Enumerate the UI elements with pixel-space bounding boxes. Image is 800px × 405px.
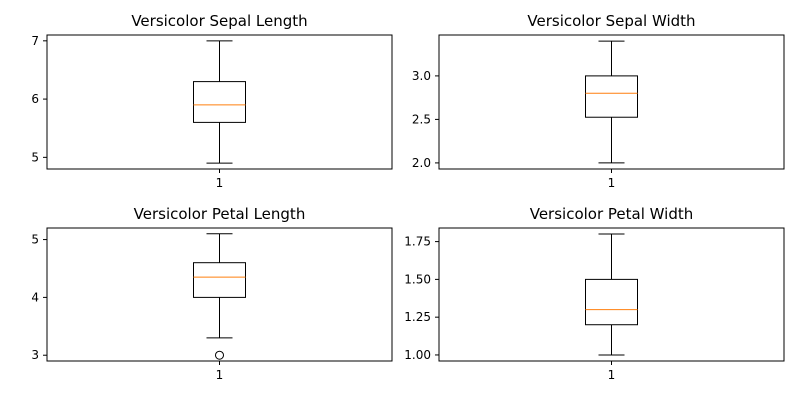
iqr-box (585, 278, 638, 326)
y-tick-label: 1.00 (404, 348, 431, 362)
chart-title: Versicolor Sepal Width (527, 12, 695, 30)
chart-title: Versicolor Petal Width (530, 205, 694, 223)
chart-title: Versicolor Sepal Length (131, 12, 307, 30)
y-tick-label: 1.25 (404, 310, 431, 324)
iqr-box (585, 75, 638, 118)
x-tick-label: 1 (216, 176, 224, 190)
y-tick-label: 1.50 (404, 272, 431, 286)
y-tick-label: 2.5 (412, 112, 431, 126)
subplot-2: Versicolor Sepal Width 2.0 2.5 3.0 1 (412, 12, 785, 190)
y-tick-label: 7 (31, 34, 39, 48)
x-tick-label: 1 (608, 176, 616, 190)
y-tick-label: 5 (31, 233, 39, 247)
y-tick-label: 1.75 (404, 235, 431, 249)
subplot-1: Versicolor Sepal Length 5 6 7 1 (31, 12, 393, 190)
y-tick-label: 6 (31, 92, 39, 106)
x-tick-label: 1 (608, 368, 616, 382)
y-tick-label: 4 (31, 290, 39, 304)
x-tick-label: 1 (216, 368, 224, 382)
y-tick-label: 5 (31, 150, 39, 164)
subplot-4: Versicolor Petal Width 1.00 1.25 1.50 1.75 1 (404, 205, 785, 382)
y-tick-label: 3.0 (412, 69, 431, 83)
y-tick-label: 3 (31, 348, 39, 362)
iqr-box (193, 81, 246, 123)
chart-title: Versicolor Petal Length (134, 205, 306, 223)
outlier-point (215, 350, 224, 360)
iqr-box (193, 262, 246, 298)
subplot-3: Versicolor Petal Length 3 4 5 1 (31, 205, 393, 382)
y-tick-label: 2.0 (412, 156, 431, 170)
